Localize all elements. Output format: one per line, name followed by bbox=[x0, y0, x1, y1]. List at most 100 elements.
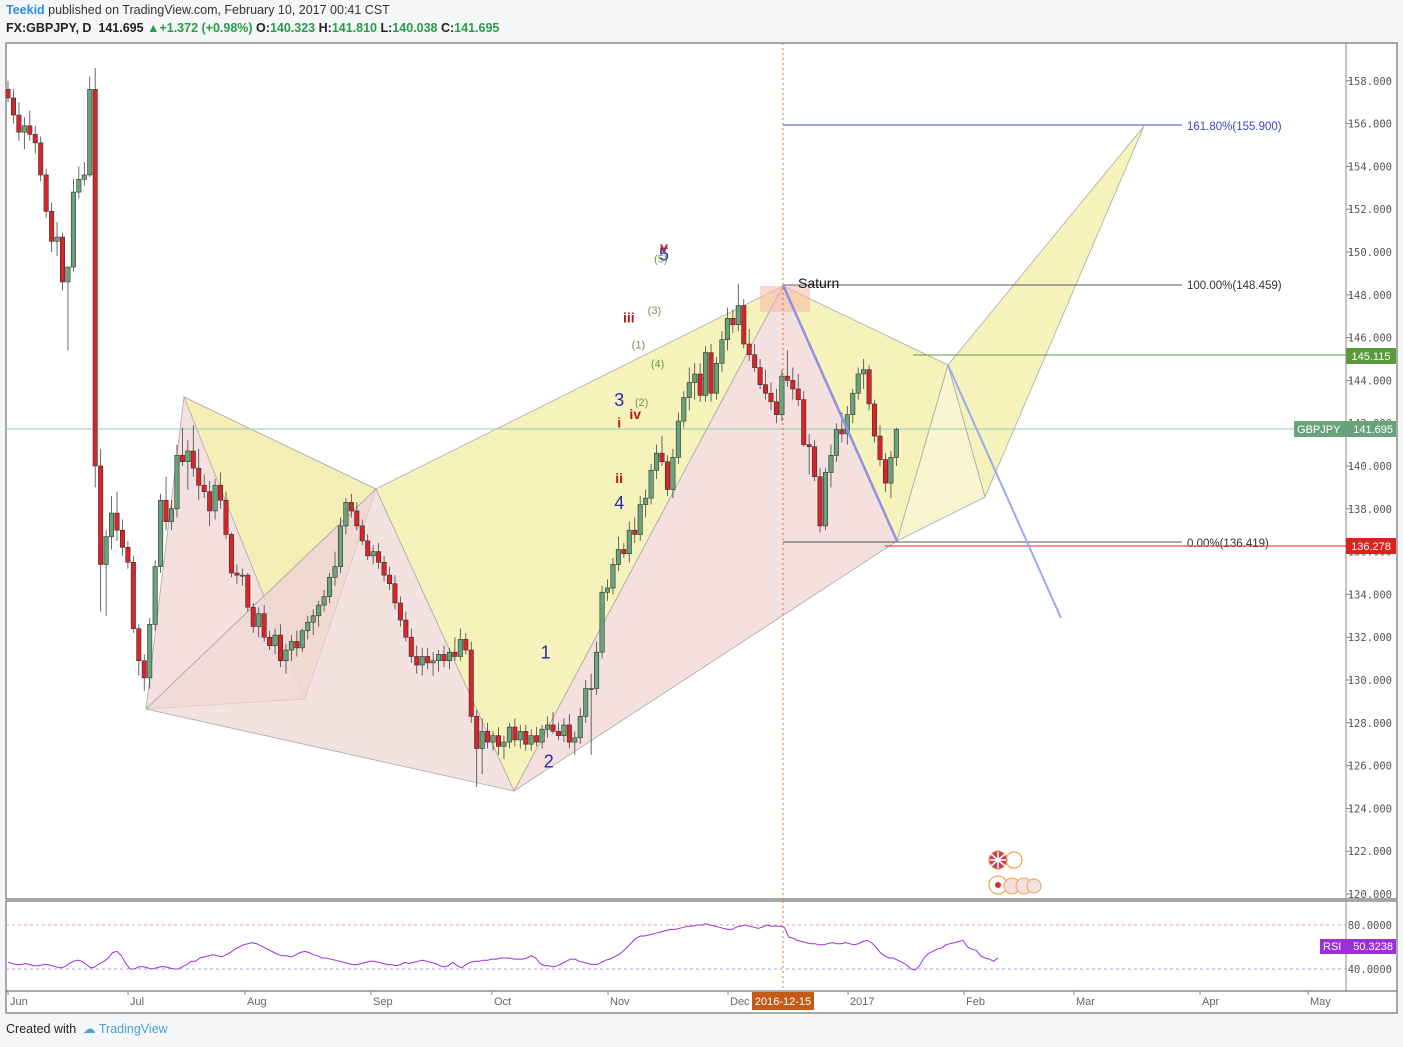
candle bbox=[561, 718, 567, 743]
candle bbox=[277, 624, 283, 668]
open-value: 140.323 bbox=[269, 21, 316, 35]
wave-label: i bbox=[617, 414, 621, 430]
candle bbox=[479, 718, 485, 775]
candle bbox=[757, 359, 763, 389]
time-axis[interactable] bbox=[5, 990, 1398, 1014]
candle bbox=[692, 363, 698, 400]
candle bbox=[425, 647, 431, 670]
candle bbox=[801, 391, 807, 447]
candle bbox=[212, 478, 218, 520]
candle bbox=[583, 680, 589, 723]
price-tag-red: 136.278 bbox=[1346, 538, 1396, 554]
candle bbox=[566, 714, 572, 749]
up-arrow-icon: ▲ bbox=[147, 21, 160, 35]
candle bbox=[430, 652, 436, 676]
candle bbox=[588, 673, 594, 755]
candle bbox=[174, 444, 180, 518]
high-value: 141.810 bbox=[331, 21, 377, 35]
wave-label: (5) bbox=[654, 254, 667, 266]
candle bbox=[632, 517, 638, 544]
candle bbox=[27, 110, 33, 141]
candle bbox=[10, 89, 16, 124]
candle bbox=[528, 729, 534, 751]
candle bbox=[555, 722, 561, 740]
uk-flag-cross bbox=[990, 852, 1006, 868]
candle bbox=[594, 641, 600, 695]
event-icon[interactable] bbox=[1005, 851, 1023, 869]
candle bbox=[218, 472, 224, 509]
candle bbox=[32, 125, 38, 154]
candle bbox=[370, 545, 376, 565]
close-label: C: bbox=[440, 21, 455, 35]
candle bbox=[130, 555, 136, 633]
candle bbox=[158, 493, 164, 573]
price-tag-last: GBPJPY 141.695 bbox=[1294, 421, 1396, 437]
wave-label: v bbox=[660, 239, 668, 255]
tradingview-link[interactable]: TradingView bbox=[98, 1022, 168, 1036]
candle bbox=[283, 643, 289, 674]
candle bbox=[501, 735, 507, 760]
candle bbox=[468, 641, 474, 723]
candle bbox=[659, 436, 665, 466]
event-icon[interactable] bbox=[1026, 878, 1042, 894]
wave-label: iii bbox=[623, 310, 635, 326]
price-tick-label: 138.000 bbox=[1348, 504, 1392, 516]
price-tag-green-text: 145.115 bbox=[1352, 351, 1391, 363]
rsi-axis-ticks: 80.0000 40.0000 bbox=[1348, 920, 1392, 976]
candle bbox=[855, 367, 861, 400]
candle bbox=[615, 536, 621, 571]
candle bbox=[512, 718, 518, 747]
rsi-pane[interactable] bbox=[5, 900, 1398, 992]
candle bbox=[790, 367, 796, 400]
candle bbox=[92, 67, 98, 488]
candle bbox=[239, 568, 245, 586]
candle bbox=[169, 500, 175, 531]
candle bbox=[125, 540, 131, 569]
candle bbox=[506, 722, 512, 749]
candle bbox=[21, 117, 27, 150]
time-tick-label: Nov bbox=[610, 996, 630, 1008]
candle bbox=[534, 727, 540, 747]
time-tick-label: 2017 bbox=[850, 996, 874, 1008]
candle bbox=[681, 391, 687, 428]
candle bbox=[463, 632, 469, 655]
footer-created: Created with bbox=[6, 1022, 77, 1036]
candle bbox=[457, 628, 463, 661]
candle bbox=[81, 162, 87, 186]
candle bbox=[577, 707, 583, 745]
time-tick-label: Jul bbox=[130, 996, 144, 1008]
candle bbox=[5, 80, 11, 103]
wave-label: 3 bbox=[614, 390, 624, 410]
time-tick-label: Mar bbox=[1076, 996, 1095, 1008]
candlesticks bbox=[5, 67, 899, 787]
candle bbox=[136, 624, 142, 676]
price-tick-label: 120.000 bbox=[1348, 889, 1392, 901]
fib-projection: 161.80%(155.900) 100.00%(148.459) 0.00%(… bbox=[783, 121, 1282, 550]
author-link[interactable]: Teekid bbox=[6, 3, 45, 17]
candle bbox=[408, 628, 414, 663]
rsi-tick-label: 80.0000 bbox=[1348, 920, 1392, 932]
candle bbox=[735, 284, 741, 332]
candle bbox=[888, 451, 894, 499]
candle bbox=[626, 521, 632, 563]
price-tick-label: 152.000 bbox=[1348, 204, 1392, 216]
candle bbox=[686, 367, 692, 411]
candle bbox=[147, 617, 153, 689]
candle bbox=[452, 637, 458, 661]
candle bbox=[381, 555, 387, 582]
price-tag-green: 145.115 bbox=[1346, 348, 1396, 364]
wave-label: 1 bbox=[541, 643, 551, 663]
pattern-label: Saturn bbox=[798, 275, 839, 291]
candle bbox=[877, 425, 883, 466]
candle bbox=[474, 709, 480, 787]
high-label: H: bbox=[318, 21, 332, 35]
candle bbox=[245, 573, 251, 612]
candle bbox=[741, 299, 747, 349]
symbol-label: FX:GBPJPY, D bbox=[6, 21, 92, 35]
candle bbox=[70, 179, 76, 272]
fib-level-0-label: 0.00%(136.419) bbox=[1187, 538, 1269, 550]
candle bbox=[272, 628, 278, 655]
economic-events[interactable] bbox=[988, 850, 1042, 895]
